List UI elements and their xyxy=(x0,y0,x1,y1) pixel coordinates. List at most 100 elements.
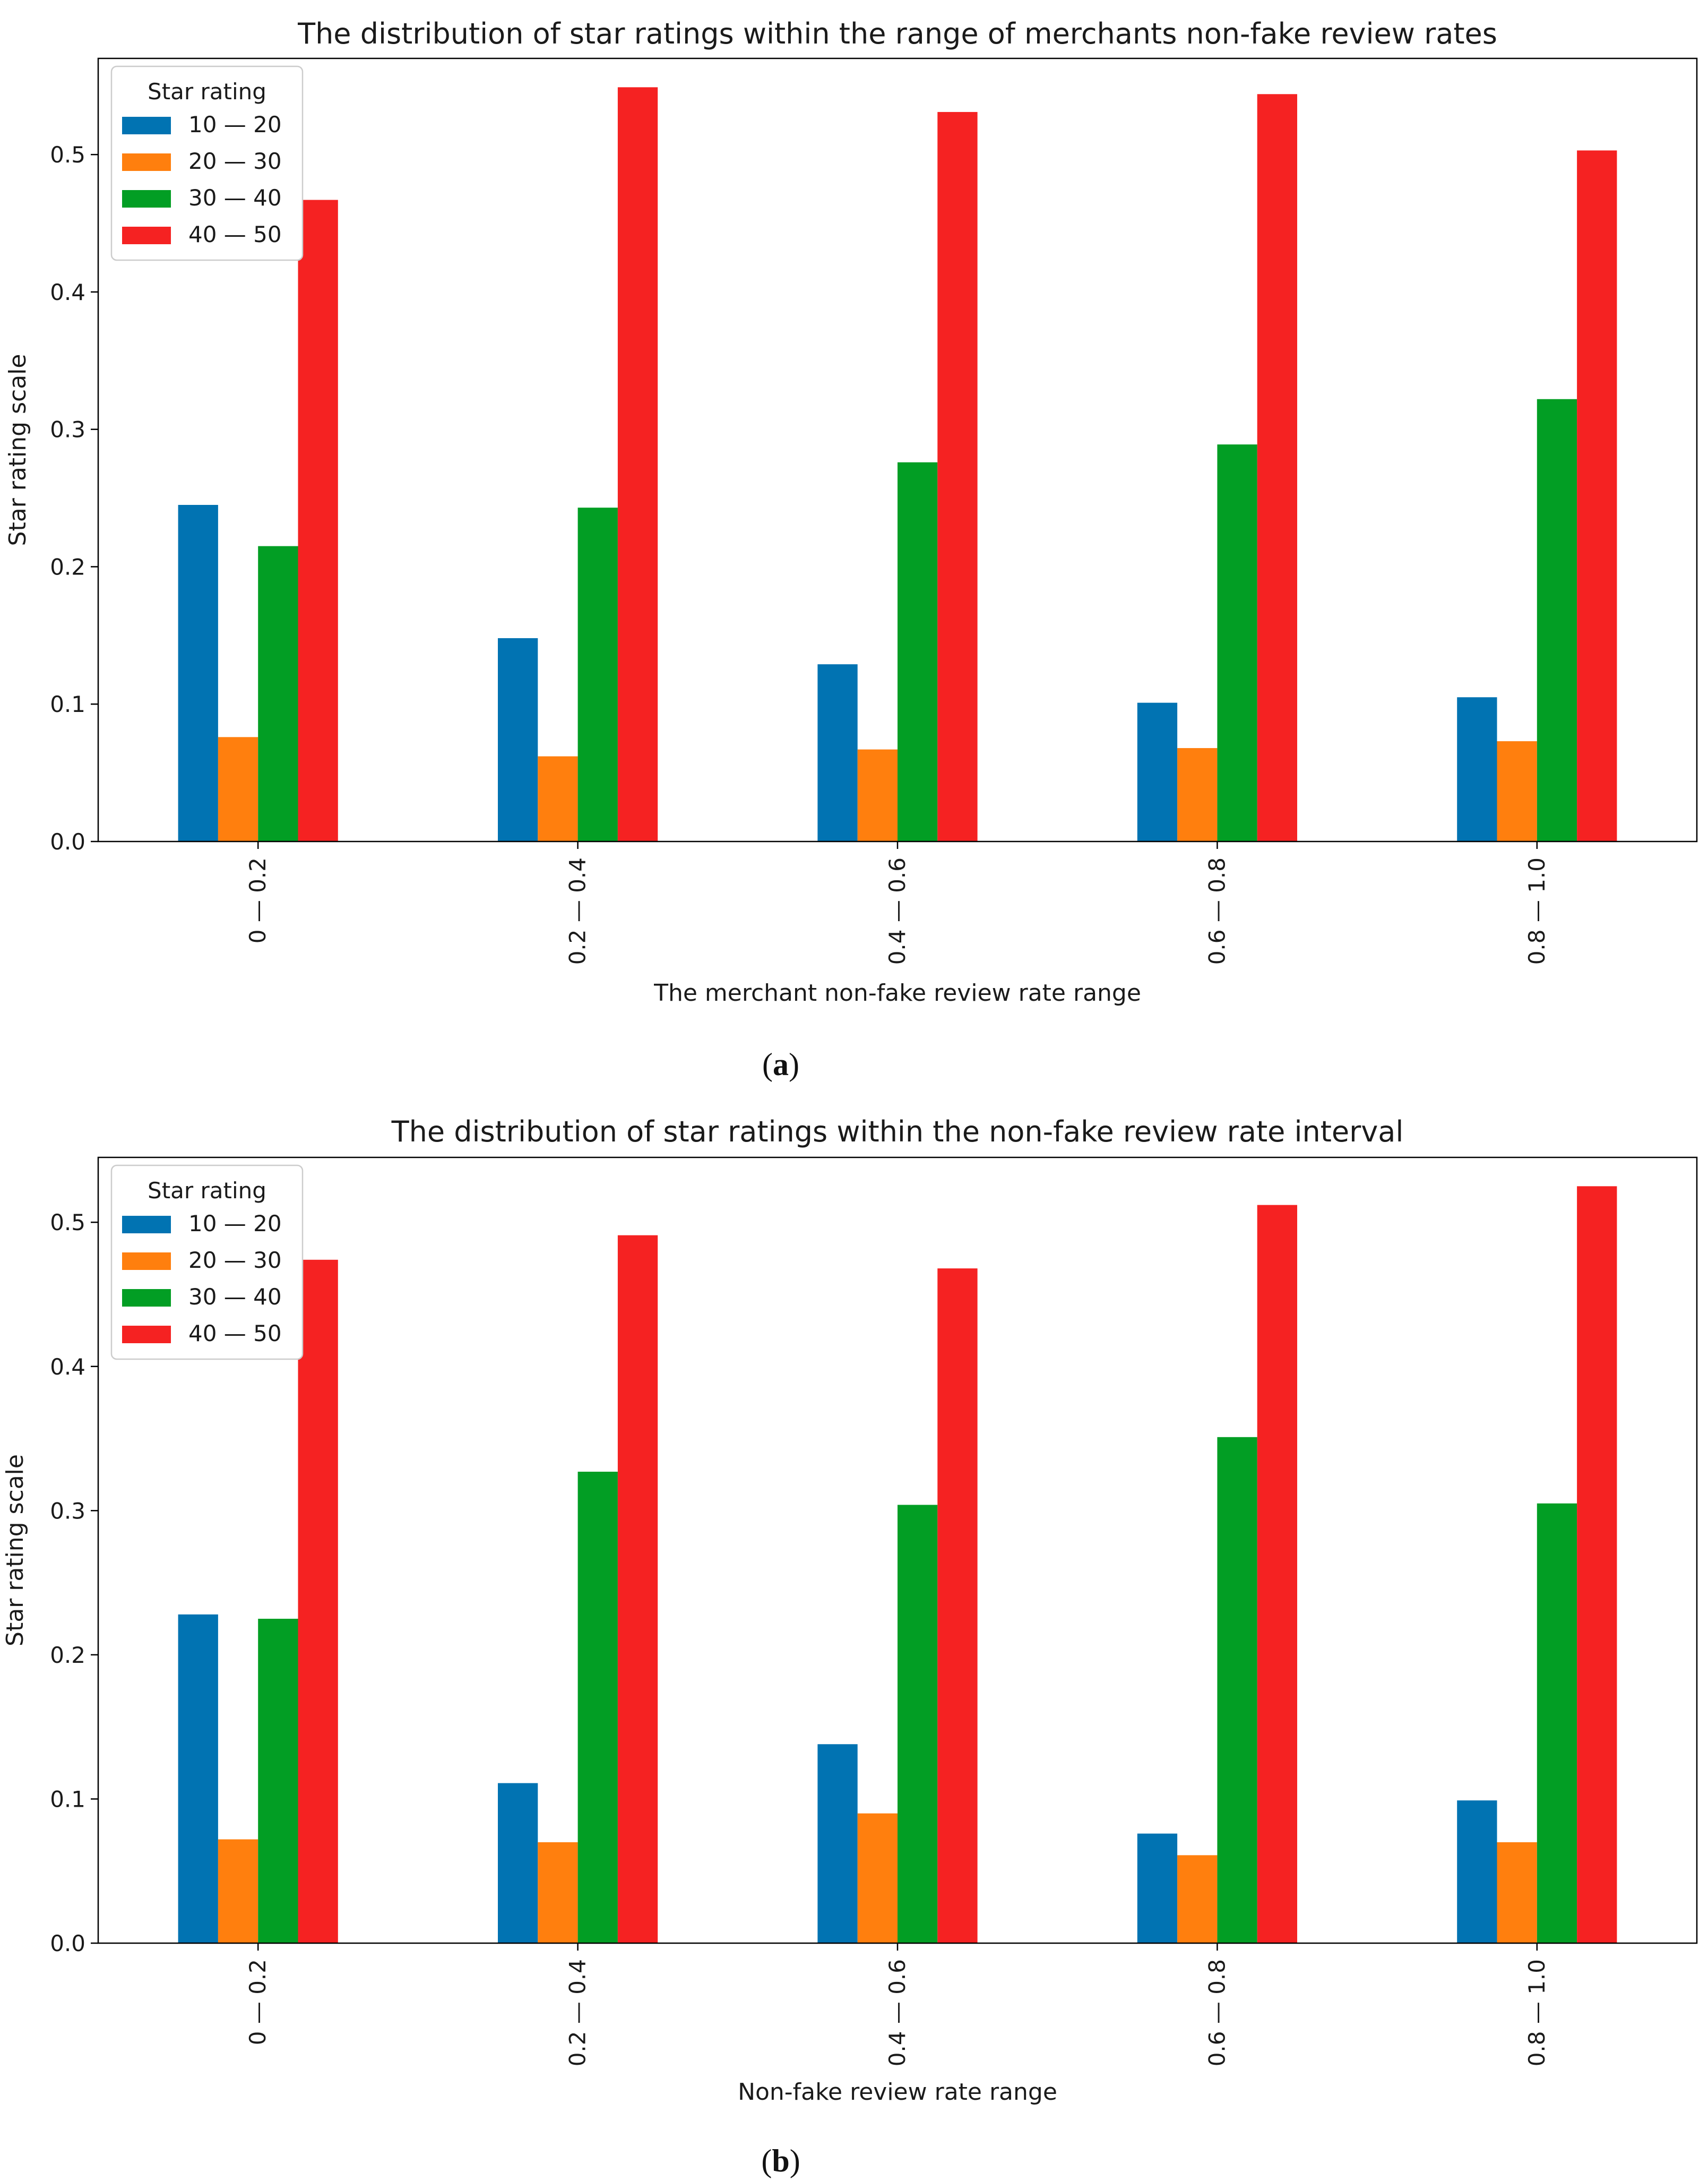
x-axis-label: The merchant non-fake review rate range xyxy=(653,980,1141,1007)
legend-swatch xyxy=(122,153,171,171)
series-20-30 xyxy=(218,1813,1537,1943)
caption-close-paren: ) xyxy=(789,1047,799,1082)
x-tick-label: 0.6 — 0.8 xyxy=(1204,857,1230,965)
bar xyxy=(1497,741,1537,842)
bar xyxy=(857,1813,898,1943)
bar xyxy=(498,638,538,842)
x-tick-label: 0.4 — 0.6 xyxy=(884,857,910,965)
legend-item: 30 — 40 xyxy=(122,185,282,211)
y-tick-label: 0.1 xyxy=(50,1786,85,1812)
bar xyxy=(898,1505,938,1943)
y-tick-label: 0.0 xyxy=(50,1930,85,1956)
caption-letter: b xyxy=(772,2143,789,2178)
x-tick-label: 0.6 — 0.8 xyxy=(1204,1959,1230,2066)
series-30-40 xyxy=(258,399,1577,842)
y-axis-label: Star rating scale xyxy=(4,354,31,546)
legend-label: 40 — 50 xyxy=(188,1320,282,1346)
chart-a: The distribution of star ratings within … xyxy=(4,17,1698,1082)
bar xyxy=(937,111,978,842)
legend-label: 40 — 50 xyxy=(188,221,282,247)
x-tick-label: 0.8 — 1.0 xyxy=(1524,1959,1550,2066)
caption-close-paren: ) xyxy=(790,2143,800,2178)
legend-swatch xyxy=(122,1326,171,1343)
legend-title: Star rating xyxy=(148,79,266,105)
y-axis-label: Star rating scale xyxy=(2,1454,29,1646)
x-tick-label: 0 — 0.2 xyxy=(245,1959,271,2045)
bar xyxy=(857,749,898,842)
legend-item: 40 — 50 xyxy=(122,1320,282,1346)
legend-item: 10 — 20 xyxy=(122,1210,282,1237)
legend-swatch xyxy=(122,227,171,244)
legend-swatch xyxy=(122,1252,171,1270)
bar xyxy=(577,1472,618,1943)
y-tick-label: 0.5 xyxy=(50,1209,85,1235)
bar xyxy=(1457,697,1497,842)
y-tick-label: 0.2 xyxy=(50,1642,85,1668)
legend-label: 30 — 40 xyxy=(188,1284,282,1310)
caption-open-paren: ( xyxy=(762,1047,773,1082)
bar xyxy=(1177,748,1218,842)
caption-open-paren: ( xyxy=(761,2143,772,2178)
legend-swatch xyxy=(122,1216,171,1233)
legend: Star rating 10 — 20 20 — 30 30 — 40 40 — 50 xyxy=(110,65,304,261)
bar xyxy=(577,508,618,842)
chart-title: The distribution of star ratings within … xyxy=(391,1115,1404,1148)
bar xyxy=(1537,399,1577,842)
y-tick-label: 0.2 xyxy=(50,554,85,580)
bar xyxy=(1217,1437,1257,1943)
y-tick-label: 0.4 xyxy=(50,279,85,305)
bar xyxy=(1217,444,1257,842)
bar xyxy=(178,1614,218,1943)
bar xyxy=(1137,1833,1178,1943)
figure-caption: (b) xyxy=(761,2143,800,2178)
series-10-20 xyxy=(178,1614,1497,1943)
chart-b: The distribution of star ratings within … xyxy=(2,1115,1698,2178)
bar xyxy=(1457,1800,1497,1943)
bar xyxy=(937,1268,978,1943)
bar xyxy=(1257,1205,1297,1943)
bar xyxy=(218,737,258,842)
legend-swatch xyxy=(122,190,171,208)
bar xyxy=(898,462,938,842)
chart-title: The distribution of star ratings within … xyxy=(297,17,1497,50)
series-40-50 xyxy=(298,1186,1617,1943)
legend-item: 20 — 30 xyxy=(122,148,282,174)
series-10-20 xyxy=(178,505,1497,842)
bar xyxy=(298,200,338,842)
bar xyxy=(178,505,218,842)
series-40-50 xyxy=(298,87,1617,842)
legend-swatch xyxy=(122,117,171,134)
bar xyxy=(1577,150,1617,842)
legend: Star rating 10 — 20 20 — 30 30 — 40 40 — 50 xyxy=(110,1164,304,1360)
series-30-40 xyxy=(258,1437,1577,1943)
legend-swatch xyxy=(122,1289,171,1307)
legend-box xyxy=(110,65,304,261)
caption-letter: a xyxy=(773,1047,789,1082)
x-tick-label: 0.4 — 0.6 xyxy=(884,1959,910,2066)
bar xyxy=(617,87,658,842)
legend-title: Star rating xyxy=(148,1178,266,1204)
bar xyxy=(1177,1855,1218,1943)
legend-label: 20 — 30 xyxy=(188,148,282,174)
bar xyxy=(218,1839,258,1943)
x-tick-label: 0.8 — 1.0 xyxy=(1524,857,1550,965)
legend-item: 30 — 40 xyxy=(122,1284,282,1310)
bar xyxy=(538,1842,578,1943)
y-tick-label: 0.1 xyxy=(50,691,85,717)
legend-box xyxy=(110,1164,304,1360)
bar xyxy=(258,546,298,842)
y-tick-label: 0.5 xyxy=(50,142,85,168)
bar xyxy=(817,1744,858,1943)
legend-item: 10 — 20 xyxy=(122,111,282,138)
bar xyxy=(817,664,858,842)
bar xyxy=(617,1235,658,1943)
figure-caption: (a) xyxy=(762,1047,799,1082)
bar xyxy=(538,756,578,842)
series-20-30 xyxy=(218,737,1537,842)
x-tick-label: 0.2 — 0.4 xyxy=(565,1959,591,2066)
y-tick-label: 0.3 xyxy=(50,1498,85,1524)
x-axis-label: Non-fake review rate range xyxy=(738,2079,1057,2106)
bar xyxy=(298,1259,338,1943)
bar xyxy=(1257,94,1297,842)
